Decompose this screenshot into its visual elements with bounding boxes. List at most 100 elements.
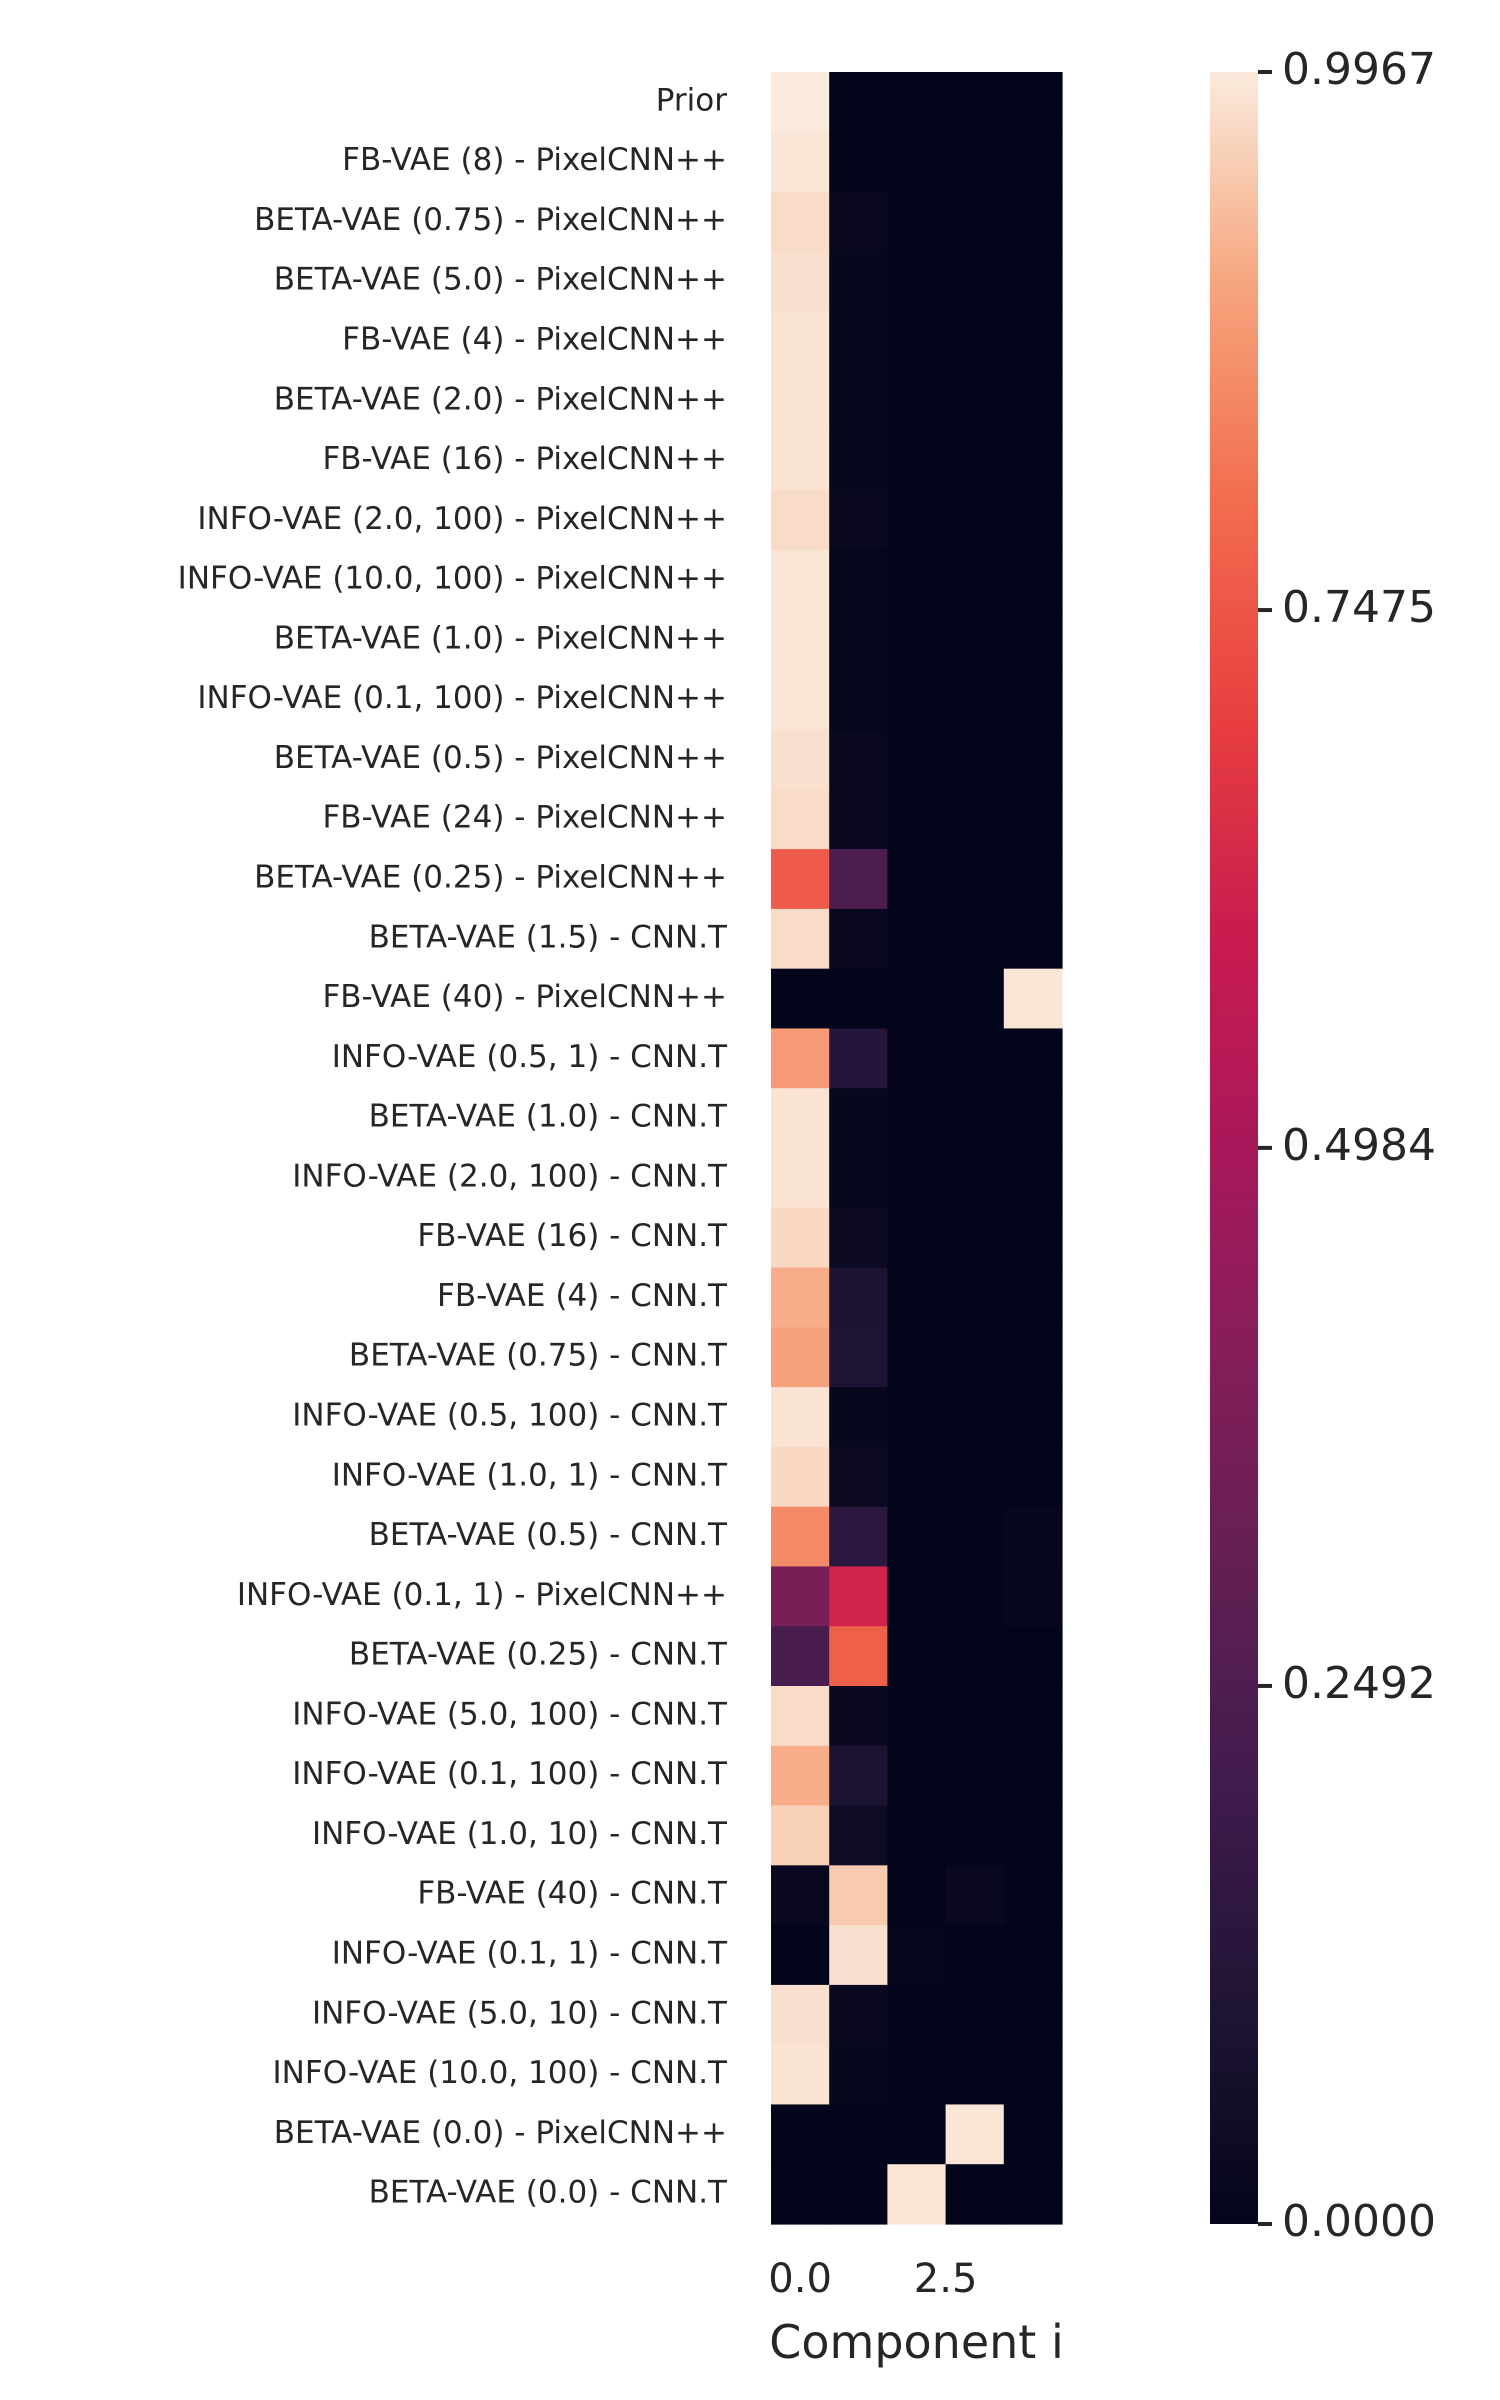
heatmap-cell bbox=[829, 789, 888, 850]
heatmap-cell bbox=[1003, 1865, 1063, 1926]
row-label: INFO-VAE (0.1, 1) - PixelCNN++ bbox=[237, 1577, 727, 1613]
heatmap-cell bbox=[829, 1207, 888, 1269]
heatmap-cell bbox=[945, 729, 1005, 790]
row-label: BETA-VAE (0.0) - PixelCNN++ bbox=[274, 2115, 727, 2151]
heatmap-cell bbox=[887, 610, 947, 671]
row-label: BETA-VAE (1.5) - CNN.T bbox=[369, 919, 728, 955]
heatmap-cell bbox=[771, 908, 830, 970]
heatmap-cell bbox=[945, 1387, 1005, 1448]
heatmap-cell bbox=[771, 1984, 830, 2046]
row-label: INFO-VAE (5.0, 10) - CNN.T bbox=[312, 1995, 728, 2031]
heatmap-cell bbox=[771, 610, 830, 671]
heatmap-cell bbox=[887, 729, 947, 790]
row-label: BETA-VAE (0.0) - CNN.T bbox=[369, 2175, 728, 2211]
heatmap-cell bbox=[887, 1267, 947, 1328]
heatmap-cell bbox=[771, 1148, 830, 1209]
heatmap-cell bbox=[887, 1446, 947, 1508]
row-label: INFO-VAE (5.0, 100) - CNN.T bbox=[292, 1696, 728, 1732]
heatmap-cell bbox=[887, 550, 947, 611]
heatmap-cell bbox=[829, 1088, 888, 1149]
heatmap-cell bbox=[887, 191, 947, 252]
row-label: BETA-VAE (1.0) - CNN.T bbox=[369, 1099, 728, 1135]
heatmap-cell bbox=[771, 311, 830, 372]
heatmap-cell bbox=[771, 669, 830, 731]
row-label: BETA-VAE (1.0) - PixelCNN++ bbox=[274, 620, 727, 656]
row-label: FB-VAE (16) - PixelCNN++ bbox=[322, 441, 727, 477]
row-label: INFO-VAE (2.0, 100) - CNN.T bbox=[292, 1158, 728, 1194]
heatmap-cell bbox=[945, 1805, 1005, 1866]
heatmap-cell bbox=[1003, 430, 1063, 492]
heatmap-cell bbox=[1003, 1805, 1063, 1866]
colorbar-tick-label: 0.7475 bbox=[1282, 582, 1436, 633]
heatmap-cell bbox=[945, 1686, 1005, 1747]
heatmap-cell bbox=[1003, 72, 1063, 133]
heatmap-cell bbox=[1003, 550, 1063, 611]
colorbar bbox=[1210, 72, 1258, 2224]
heatmap-cell bbox=[771, 1387, 830, 1448]
heatmap-cell bbox=[1003, 789, 1063, 850]
row-label: FB-VAE (8) - PixelCNN++ bbox=[342, 142, 727, 178]
heatmap-cell bbox=[829, 2044, 888, 2106]
heatmap-cell bbox=[771, 1327, 830, 1388]
heatmap-cell bbox=[829, 370, 888, 432]
row-label: INFO-VAE (10.0, 100) - CNN.T bbox=[273, 2055, 729, 2091]
heatmap-cell bbox=[887, 1088, 947, 1149]
heatmap-cell bbox=[945, 1148, 1005, 1209]
heatmap-cell bbox=[1003, 131, 1063, 193]
row-label: BETA-VAE (0.25) - CNN.T bbox=[349, 1637, 728, 1673]
heatmap-cell bbox=[887, 669, 947, 731]
heatmap-cell bbox=[945, 1028, 1005, 1089]
heatmap-cell bbox=[887, 370, 947, 432]
heatmap-cell bbox=[1003, 849, 1063, 910]
heatmap-cell bbox=[771, 1865, 830, 1926]
heatmap-cell bbox=[887, 1865, 947, 1926]
heatmap-cell bbox=[771, 1267, 830, 1328]
heatmap-cell bbox=[1003, 370, 1063, 432]
row-label: INFO-VAE (0.1, 100) - PixelCNN++ bbox=[197, 680, 727, 716]
heatmap-cell bbox=[1003, 2164, 1063, 2225]
row-label: FB-VAE (4) - CNN.T bbox=[437, 1278, 728, 1314]
heatmap-cell bbox=[829, 311, 888, 372]
heatmap-cell bbox=[829, 729, 888, 790]
heatmap-cell bbox=[1003, 968, 1063, 1030]
heatmap-cell bbox=[887, 908, 947, 970]
heatmap-cell bbox=[829, 908, 888, 970]
heatmap-cell bbox=[945, 669, 1005, 731]
x-axis-label: Component i bbox=[769, 2315, 1063, 2369]
heatmap-cell bbox=[771, 490, 830, 551]
heatmap-cell bbox=[1003, 311, 1063, 372]
heatmap-cell bbox=[945, 311, 1005, 372]
heatmap-cell bbox=[887, 430, 947, 492]
heatmap-cell bbox=[887, 1626, 947, 1687]
heatmap-cell bbox=[1003, 1745, 1063, 1807]
heatmap-cell bbox=[771, 72, 830, 133]
row-label: INFO-VAE (0.5, 1) - CNN.T bbox=[332, 1039, 728, 1075]
heatmap-cell bbox=[829, 550, 888, 611]
heatmap-cell bbox=[945, 789, 1005, 850]
heatmap-cell bbox=[945, 1506, 1005, 1568]
heatmap-cell bbox=[829, 251, 888, 312]
heatmap-cell bbox=[887, 1506, 947, 1568]
heatmap-cell bbox=[945, 550, 1005, 611]
heatmap-cell bbox=[945, 2104, 1005, 2165]
heatmap-cell bbox=[829, 1327, 888, 1388]
heatmap-cell bbox=[887, 1028, 947, 1089]
heatmap-cell bbox=[945, 430, 1005, 492]
heatmap-cell bbox=[829, 490, 888, 551]
heatmap-cell bbox=[1003, 1327, 1063, 1388]
heatmap-cell bbox=[829, 430, 888, 492]
heatmap-cell bbox=[945, 610, 1005, 671]
heatmap-cell bbox=[887, 251, 947, 312]
heatmap-cell bbox=[1003, 1686, 1063, 1747]
heatmap-cell bbox=[771, 789, 830, 850]
heatmap-cell bbox=[1003, 729, 1063, 790]
heatmap-cell bbox=[945, 2044, 1005, 2106]
heatmap-cell bbox=[887, 1925, 947, 1986]
row-label: BETA-VAE (0.5) - PixelCNN++ bbox=[274, 740, 727, 776]
colorbar-tick-label: 0.4984 bbox=[1282, 1120, 1436, 1171]
heatmap-cell bbox=[771, 2044, 830, 2106]
heatmap-cell bbox=[945, 370, 1005, 432]
row-label: BETA-VAE (2.0) - PixelCNN++ bbox=[274, 381, 727, 417]
x-tick-label: 0.0 bbox=[768, 2256, 832, 2302]
